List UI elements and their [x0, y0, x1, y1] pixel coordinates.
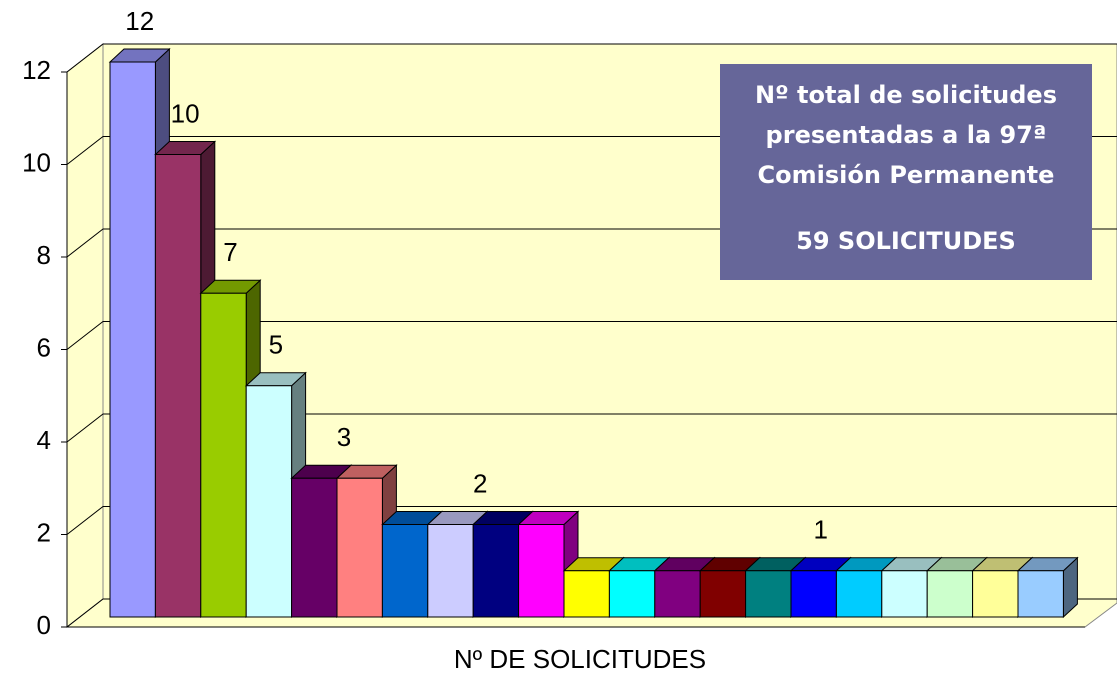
y-tick-label: 6	[37, 332, 51, 362]
bar-front	[563, 570, 610, 618]
data-label: 5	[269, 330, 283, 360]
data-label: 12	[125, 6, 154, 36]
y-tick-label: 0	[37, 610, 51, 640]
bar-front	[881, 570, 928, 618]
bar-front	[245, 385, 293, 618]
bar	[1016, 556, 1079, 619]
y-tick-label: 10	[22, 147, 51, 177]
bar-front	[699, 570, 747, 618]
annotation-text: Comisión Permanente	[758, 161, 1055, 189]
y-tick-label: 12	[22, 55, 51, 85]
bar-front	[972, 570, 1019, 618]
data-label: 3	[337, 422, 351, 452]
data-label: 1	[813, 515, 827, 545]
grid-line	[66, 43, 1117, 73]
y-tick-label: 8	[37, 240, 51, 270]
bar-front	[154, 154, 202, 618]
bar-front	[381, 524, 429, 618]
bar-front	[427, 524, 474, 618]
bar-front	[336, 477, 383, 618]
y-tick-label: 2	[37, 517, 51, 547]
bar-front	[745, 570, 792, 618]
bar-front	[654, 570, 701, 618]
data-label: 7	[223, 237, 237, 267]
data-label: 10	[171, 98, 200, 128]
bar-front	[1017, 570, 1064, 618]
bar-front	[790, 570, 837, 618]
annotation-text: Nº total de solicitudes	[755, 81, 1057, 109]
grid-line	[66, 321, 1117, 350]
bar-front	[472, 524, 520, 618]
bar-front	[109, 61, 156, 618]
annotation-text: 59 SOLICITUDES	[796, 227, 1016, 255]
bar-front	[926, 570, 974, 618]
grid-line	[66, 413, 1117, 443]
bar-front	[608, 570, 656, 618]
grid-line	[66, 506, 1117, 535]
bar-front	[200, 292, 247, 618]
annotation-box	[720, 64, 1092, 280]
y-tick-label: 4	[37, 425, 51, 455]
data-label: 2	[473, 468, 487, 498]
annotation-text: presentadas a la 97ª	[766, 121, 1047, 149]
bar-front	[835, 570, 883, 618]
bar-front	[518, 524, 565, 618]
bar-front	[291, 477, 338, 618]
x-axis-label: Nº DE SOLICITUDES	[454, 644, 706, 674]
